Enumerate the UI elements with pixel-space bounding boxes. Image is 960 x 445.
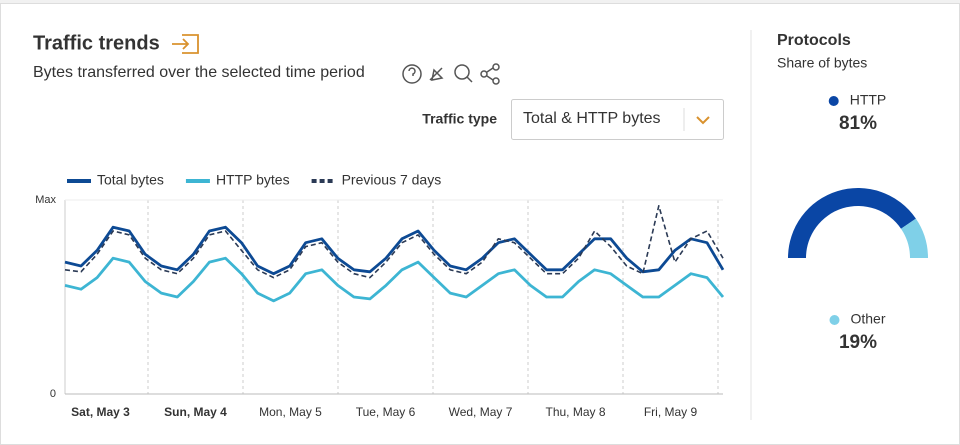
x-tick-label: Thu, May 8 — [545, 405, 605, 419]
x-tick-label: Sat, May 3 — [71, 405, 130, 419]
traffic-type-label: Traffic type — [422, 111, 497, 127]
x-tick-label: Fri, May 9 — [644, 405, 698, 419]
pie-segment — [788, 187, 916, 258]
pie-title: Protocols — [777, 32, 851, 49]
series-line — [64, 256, 725, 303]
y-tick-label: 0 — [50, 388, 56, 400]
toolbar-icons[interactable] — [402, 63, 500, 85]
legend-label: HTTP — [850, 92, 887, 108]
subtitle: Bytes transferred over the selected time… — [33, 64, 365, 81]
pie-segment — [901, 218, 928, 258]
y-tick-label: Max — [35, 194, 56, 206]
traffic-type-dropdown[interactable] — [511, 99, 724, 140]
value-label: 19% — [839, 332, 877, 353]
x-tick-label: Sun, May 4 — [164, 405, 227, 419]
legend-dot — [829, 315, 840, 325]
dropdown-value: Total & HTTP bytes — [523, 110, 661, 127]
legend-label: HTTP bytes — [216, 172, 290, 188]
legend-dot — [828, 96, 839, 106]
value-label: 81% — [839, 113, 877, 134]
title: Traffic trends — [33, 32, 160, 54]
series-line — [64, 225, 725, 276]
x-tick-label: Tue, May 6 — [356, 405, 416, 419]
legend-label: Other — [850, 311, 885, 327]
export-icon[interactable] — [172, 34, 199, 54]
legend-label: Total bytes — [97, 172, 164, 188]
x-tick-label: Mon, May 5 — [259, 405, 322, 419]
pie-subtitle: Share of bytes — [777, 55, 867, 71]
x-tick-label: Wed, May 7 — [449, 405, 513, 419]
series-line — [64, 205, 724, 279]
dropdown-arrow[interactable] — [696, 116, 710, 125]
legend-label: Previous 7 days — [342, 172, 442, 188]
